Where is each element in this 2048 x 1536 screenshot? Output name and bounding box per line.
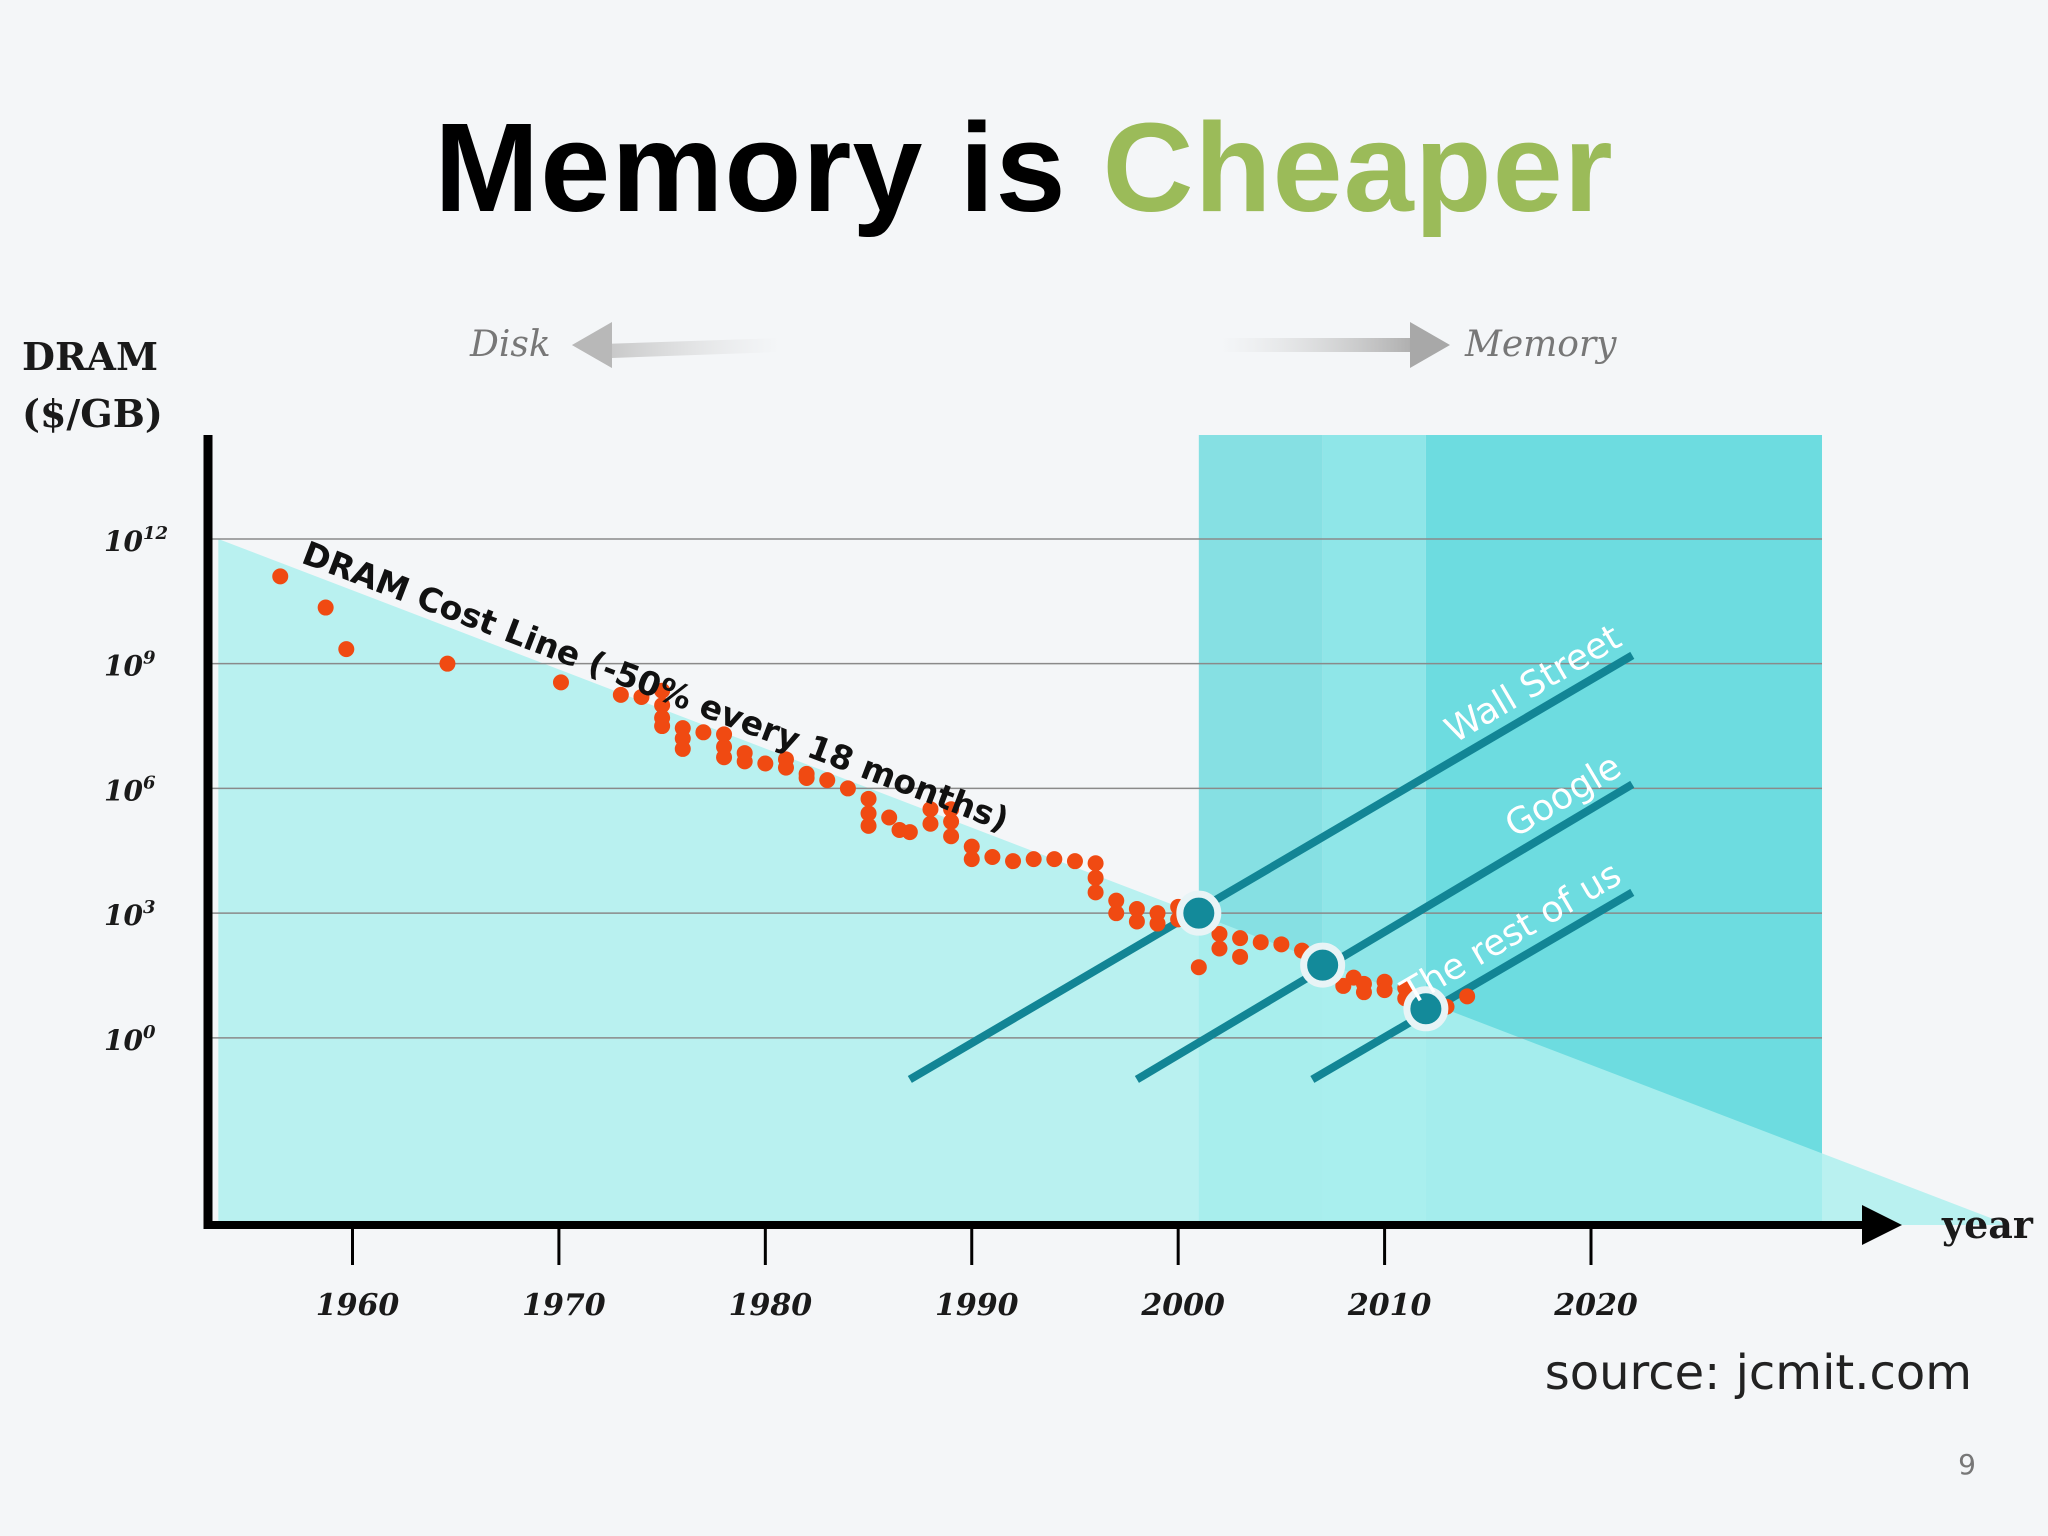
adoption-marker — [1403, 986, 1449, 1032]
adoption-marker — [1176, 890, 1222, 936]
data-point — [943, 828, 960, 845]
x-tick-label: 2000 — [1140, 1288, 1225, 1323]
y-tick-label: 1012 — [104, 523, 168, 558]
data-point — [1252, 934, 1269, 951]
y-tick-label: 103 — [104, 897, 156, 932]
data-point — [674, 740, 691, 757]
data-point — [1025, 851, 1042, 868]
x-axis-label: year — [1941, 1202, 2034, 1247]
data-point — [1190, 959, 1207, 976]
data-point — [552, 674, 569, 691]
data-point — [1128, 901, 1145, 917]
page-number: 9 — [1958, 1448, 1976, 1481]
data-point — [984, 849, 1001, 866]
x-tick-label: 1960 — [316, 1288, 400, 1323]
trend-line — [1310, 888, 1635, 1083]
data-point — [317, 599, 334, 616]
data-point — [654, 682, 671, 699]
y-tick-label: 106 — [104, 772, 156, 807]
memory-arrow — [1220, 338, 1410, 352]
data-point — [1211, 940, 1228, 957]
data-point — [963, 838, 980, 855]
data-point — [1128, 913, 1145, 930]
slide-title: Memory is Cheaper — [0, 95, 2048, 240]
y-tick-label: 109 — [104, 648, 156, 683]
data-point — [1087, 855, 1104, 872]
data-point — [1108, 892, 1125, 909]
disk-arrow — [572, 338, 780, 368]
data-point — [654, 718, 671, 735]
x-tick-label: 1990 — [935, 1288, 1019, 1323]
data-point — [757, 755, 774, 772]
data-point — [1273, 936, 1290, 953]
data-point — [716, 749, 733, 766]
data-point — [1005, 853, 1022, 870]
disk-label: Disk — [469, 324, 551, 365]
data-point — [633, 688, 650, 705]
data-point — [1066, 853, 1083, 870]
data-point — [1376, 982, 1393, 999]
y-axis-label-line2: ($/GB) — [22, 391, 163, 436]
y-tick-label: 100 — [104, 1022, 156, 1057]
data-point — [922, 801, 939, 818]
data-point — [1108, 905, 1125, 922]
data-point — [1355, 984, 1372, 1001]
data-point — [922, 815, 939, 832]
data-point — [1232, 930, 1249, 947]
memory-label: Memory — [1464, 324, 1617, 365]
x-tick-label: 2020 — [1553, 1288, 1638, 1323]
data-point — [1211, 925, 1228, 942]
data-point — [819, 772, 836, 789]
data-point — [439, 655, 456, 672]
data-point — [1459, 988, 1476, 1005]
data-point — [860, 790, 877, 807]
data-point — [736, 753, 753, 770]
data-point — [1046, 851, 1063, 868]
data-point — [1087, 869, 1104, 886]
data-point — [943, 813, 960, 830]
x-axis-arrow — [1862, 1205, 1902, 1245]
data-point — [272, 568, 289, 585]
trend-line — [907, 651, 1635, 1083]
x-tick-label: 1980 — [729, 1288, 813, 1323]
data-point — [1232, 948, 1249, 965]
data-point — [1087, 884, 1104, 901]
data-point — [860, 817, 877, 834]
data-point — [860, 805, 877, 822]
trend-line — [1134, 780, 1635, 1083]
data-point — [798, 770, 815, 787]
data-point — [963, 851, 980, 868]
title-part-accent: Cheaper — [1102, 97, 1614, 238]
data-point — [839, 780, 856, 797]
source-credit: source: jcmit.com — [1544, 1345, 1972, 1401]
memory-arrow-head — [1410, 322, 1450, 368]
disk-arrow-head — [572, 322, 612, 368]
data-point — [654, 697, 671, 714]
data-point — [943, 801, 960, 818]
x-tick-label: 2010 — [1347, 1288, 1432, 1323]
x-tick-label: 1970 — [522, 1288, 606, 1323]
data-point — [716, 726, 733, 743]
data-point — [901, 824, 918, 841]
title-part-plain: Memory is — [434, 97, 1067, 238]
data-point — [1149, 915, 1166, 932]
data-point — [777, 759, 794, 776]
y-axis-label-line1: DRAM — [22, 334, 158, 379]
adoption-marker — [1300, 942, 1346, 988]
data-point — [695, 724, 712, 741]
data-point — [612, 686, 629, 703]
data-point — [881, 809, 898, 826]
data-point — [338, 641, 355, 658]
